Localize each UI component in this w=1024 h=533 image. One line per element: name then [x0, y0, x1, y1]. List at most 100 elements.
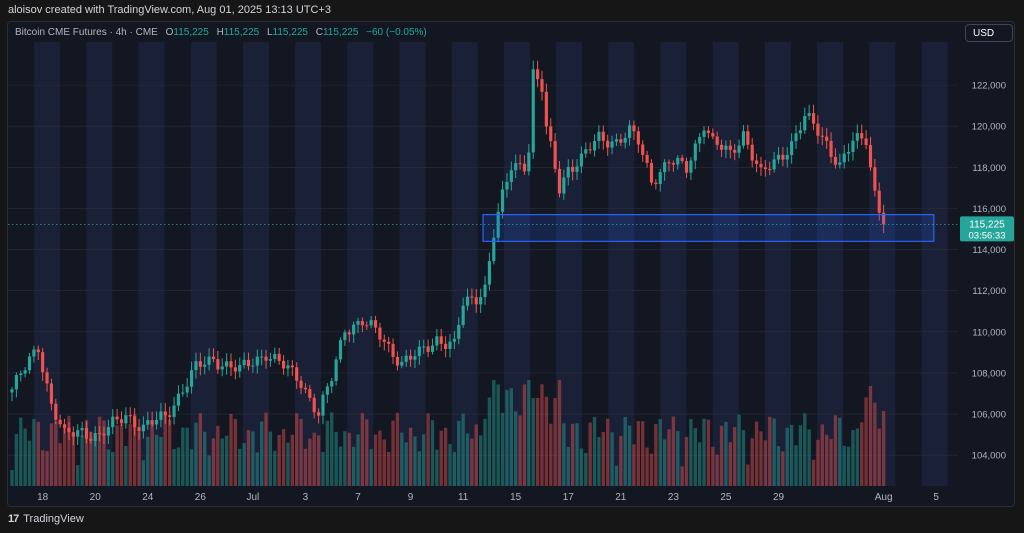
- x-tick-label: 18: [37, 492, 49, 503]
- brand-name: TradingView: [23, 513, 84, 525]
- volume-bar: [290, 434, 294, 486]
- candle-body: [382, 339, 386, 342]
- volume-bar: [40, 450, 45, 486]
- volume-bar: [794, 445, 798, 486]
- candle-body: [684, 160, 689, 173]
- volume-bar: [676, 431, 680, 486]
- close-value: 115,225: [322, 27, 359, 38]
- candle-body: [557, 168, 562, 194]
- volume-bar: [356, 434, 360, 486]
- volume-bar: [868, 385, 873, 486]
- candle-body: [32, 349, 36, 357]
- low-value: 115,225: [272, 27, 308, 38]
- candle-body: [711, 133, 715, 137]
- candle-body: [851, 140, 855, 153]
- candle-body: [62, 424, 67, 428]
- candle-body: [772, 159, 776, 170]
- volume-bar: [387, 451, 391, 486]
- volume-bar: [334, 431, 338, 486]
- x-tick-label: 11: [458, 492, 469, 503]
- volume-bar: [343, 431, 347, 486]
- candle-body: [492, 237, 496, 262]
- candle-body: [435, 336, 439, 346]
- volume-bar: [62, 426, 67, 486]
- candle-body: [474, 297, 478, 305]
- volume-bar: [430, 420, 435, 486]
- volume-bar: [860, 422, 864, 486]
- volume-bar: [378, 430, 382, 486]
- y-tick-label: 110,000: [972, 327, 1006, 338]
- volume-bar: [877, 428, 881, 486]
- candle-body: [562, 177, 566, 194]
- volume-bar: [163, 415, 167, 486]
- candle-body: [816, 123, 820, 136]
- volume-bar: [544, 396, 549, 486]
- volume-bar: [347, 432, 351, 486]
- candle-body: [663, 162, 667, 173]
- candle-body: [154, 419, 159, 425]
- candle-body: [601, 131, 605, 141]
- volume-bar: [588, 422, 592, 486]
- candle-body: [785, 154, 789, 160]
- volume-bar: [750, 438, 754, 486]
- candle-body: [246, 359, 251, 367]
- volume-bar: [527, 380, 531, 486]
- currency-button[interactable]: USD: [965, 24, 1013, 42]
- candle-body: [763, 167, 767, 169]
- volume-bar: [654, 424, 658, 486]
- candle-body: [299, 380, 303, 388]
- candle-body: [649, 162, 654, 183]
- y-tick-label: 112,000: [972, 286, 1006, 297]
- x-tick-label: Aug: [875, 492, 893, 503]
- candle-body: [531, 69, 535, 153]
- x-tick-label: 21: [615, 492, 627, 503]
- volume-bar: [299, 418, 303, 486]
- last-price-badge: [960, 216, 1014, 242]
- volume-bar: [873, 402, 877, 486]
- candle-body: [592, 141, 597, 151]
- candle-body: [67, 427, 71, 433]
- candle-body: [10, 389, 14, 393]
- candle-body: [430, 345, 435, 352]
- last-price-label: 115,225: [969, 219, 1005, 230]
- symbol-title[interactable]: Bitcoin CME Futures · 4h · CME: [15, 27, 158, 38]
- volume-bar: [478, 435, 483, 486]
- volume-bar: [632, 444, 636, 486]
- candle-body: [579, 153, 583, 167]
- volume-bar: [422, 434, 426, 486]
- session-band: [817, 42, 844, 486]
- footer-brand[interactable]: 17 TradingView: [8, 513, 84, 525]
- session-band: [738, 42, 765, 486]
- candle-body: [509, 170, 513, 182]
- volume-bar: [540, 384, 544, 486]
- volume-bar: [855, 428, 860, 486]
- candle-body: [790, 141, 794, 155]
- volume-bar: [281, 429, 286, 486]
- volume-bar: [825, 434, 829, 486]
- candle-body: [194, 361, 198, 371]
- volume-bar: [487, 397, 492, 486]
- open-value: 115,225: [173, 27, 209, 38]
- volume-bar: [32, 418, 36, 486]
- volume-bar: [351, 446, 356, 486]
- candle-body: [76, 430, 80, 437]
- volume-bar: [408, 427, 413, 486]
- volume-bar: [514, 411, 518, 486]
- session-band: [582, 42, 609, 486]
- volume-bar: [746, 464, 750, 486]
- candle-body: [49, 383, 53, 404]
- session-band: [608, 42, 635, 486]
- candle-body: [124, 415, 128, 424]
- candle-body: [864, 138, 868, 146]
- candle-body: [733, 149, 737, 153]
- volume-bar: [496, 384, 500, 486]
- candle-body: [233, 367, 237, 372]
- candle-body: [549, 126, 553, 142]
- candle-body: [514, 163, 518, 171]
- candle-body: [527, 152, 531, 172]
- candle-body: [689, 160, 693, 173]
- volume-bar: [509, 388, 513, 486]
- chart-legend: Bitcoin CME Futures · 4h · CME O115,225 …: [15, 27, 427, 38]
- candle-body: [487, 261, 491, 285]
